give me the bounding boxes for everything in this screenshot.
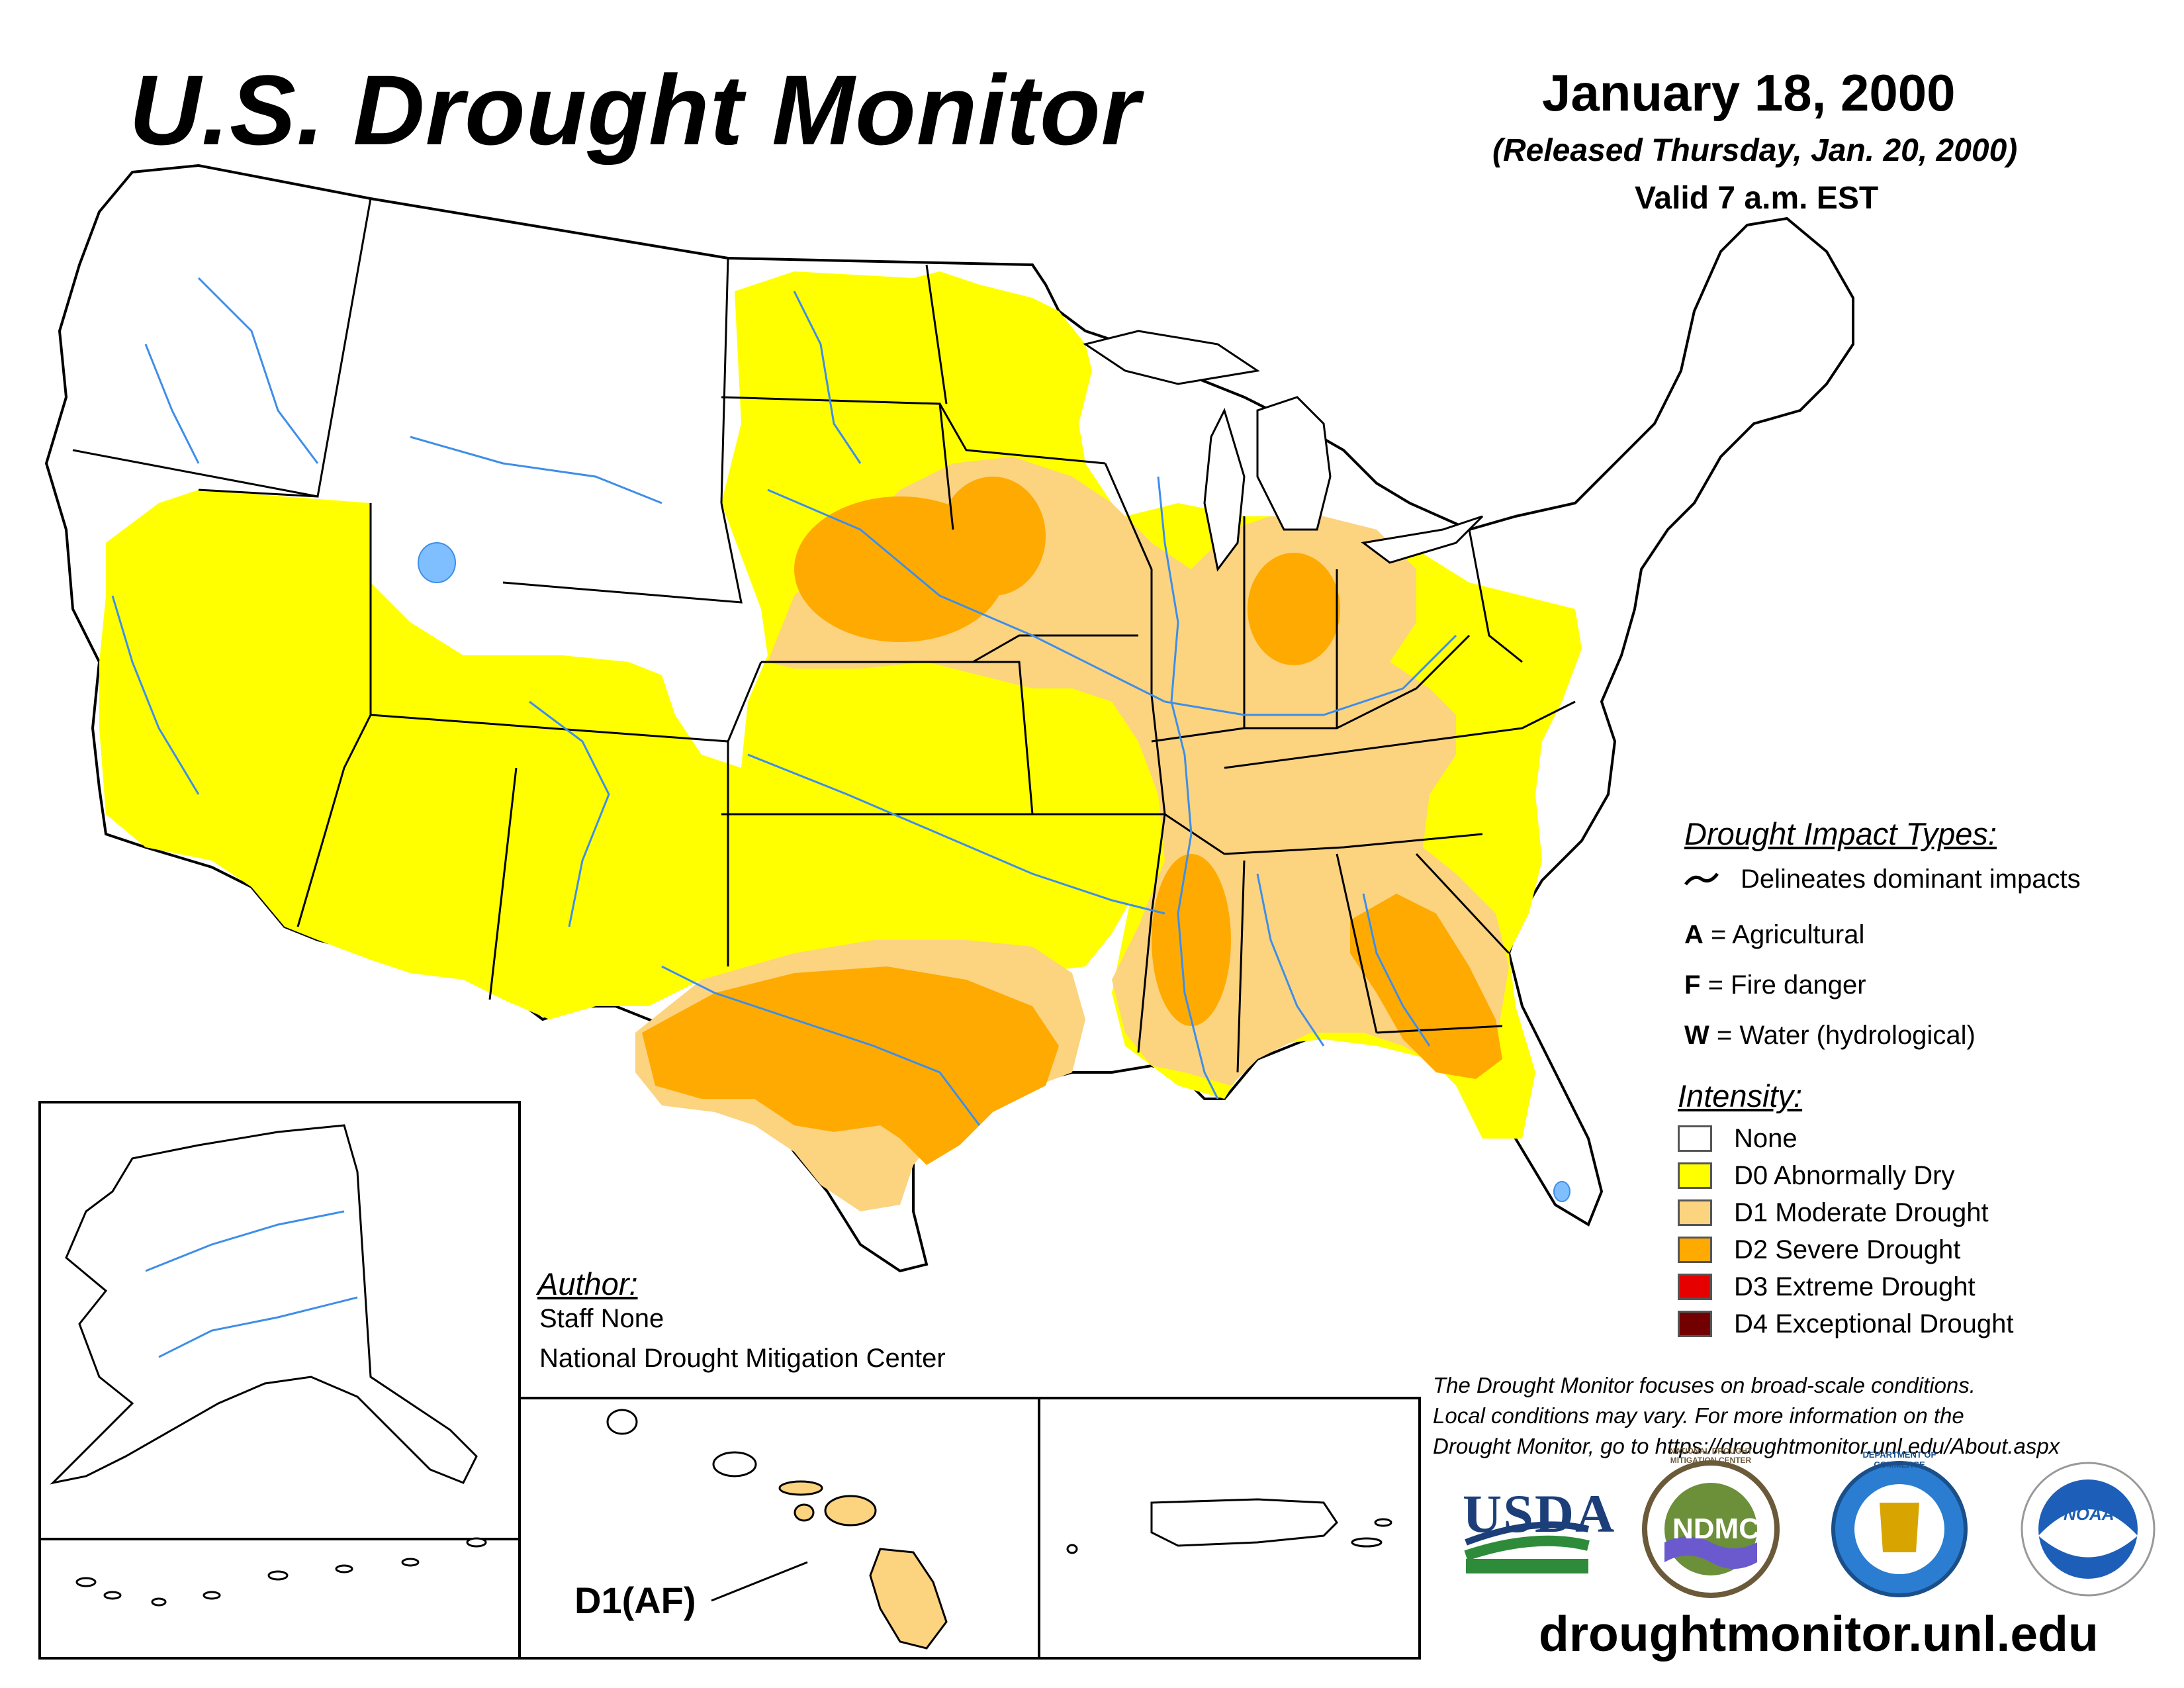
disclaimer-link-line[interactable]: Drought Monitor, go to https://droughtmo… — [1433, 1434, 2060, 1458]
swatch-d2 — [1678, 1237, 1712, 1263]
disclaimer-text: The Drought Monitor focuses on broad-sca… — [1433, 1370, 2161, 1462]
hawaii-islands — [606, 1409, 948, 1650]
department-of-commerce-logo — [1831, 1461, 1968, 1597]
alaska-shape — [50, 1124, 478, 1485]
d2-region-georgia — [1350, 894, 1502, 1079]
author-name: Staff None — [539, 1304, 664, 1333]
molokai — [778, 1480, 823, 1496]
intensity-d2-label: D2 Severe Drought — [1734, 1235, 1961, 1264]
impact-water: W = Water (hydrological) — [1684, 1021, 1976, 1050]
great-lakes — [1083, 330, 1484, 572]
impact-line-label: Delineates dominant impacts — [1741, 865, 2081, 894]
swatch-d0 — [1678, 1162, 1712, 1189]
big-island — [869, 1548, 948, 1650]
d0-region-west — [99, 271, 1231, 1019]
maui — [824, 1495, 877, 1526]
intensity-d1-label: D1 Moderate Drought — [1734, 1198, 1989, 1227]
kauai — [606, 1409, 638, 1435]
hawaii-drought-label: D1(AF) — [574, 1579, 696, 1621]
author-heading: Author: — [537, 1266, 638, 1301]
intensity-none-label: None — [1734, 1124, 1797, 1153]
disclaimer-line: The Drought Monitor focuses on broad-sca… — [1433, 1373, 1976, 1397]
valid-time: Valid 7 a.m. EST — [1635, 181, 1879, 216]
swatch-d4 — [1678, 1311, 1712, 1337]
aleutian-islands — [75, 1537, 487, 1607]
state-borders — [72, 198, 1576, 1073]
usda-logo — [1464, 1521, 1590, 1573]
ndmc-logo-text: NDMC — [1672, 1513, 1760, 1545]
ndmc-logo — [1642, 1460, 1780, 1598]
map-date: January 18, 2000 — [1542, 64, 1956, 122]
impact-agricultural: A = Agricultural — [1684, 920, 1865, 949]
noaa-logo-text: NOAA — [2064, 1504, 2115, 1524]
hawaii-label-leader — [711, 1561, 808, 1602]
oahu — [712, 1451, 757, 1477]
intensity-d3-label: D3 Extreme Drought — [1734, 1272, 1976, 1301]
impact-line-symbol — [1684, 872, 1719, 886]
great-salt-lake — [418, 542, 456, 583]
intensity-d4-label: D4 Exceptional Drought — [1734, 1309, 2014, 1338]
intensity-heading: Intensity: — [1678, 1078, 1803, 1113]
disclaimer-line: Local conditions may vary. For more info… — [1433, 1403, 1964, 1428]
swatch-d3 — [1678, 1274, 1712, 1300]
alaska-rivers — [145, 1210, 358, 1358]
noaa-logo — [2021, 1462, 2156, 1597]
website-link[interactable]: droughtmonitor.unl.edu — [1539, 1606, 2099, 1662]
d2-region-mississippi — [1152, 854, 1231, 1026]
d2-region-texas — [642, 966, 1059, 1165]
d2-region-indiana — [1248, 553, 1340, 665]
impact-fire: F = Fire danger — [1684, 970, 1866, 1000]
swatch-none — [1678, 1125, 1712, 1152]
rivers — [111, 277, 1457, 1126]
impact-types-heading: Drought Impact Types: — [1684, 816, 1997, 851]
author-organization: National Drought Mitigation Center — [539, 1344, 946, 1373]
intensity-d0-label: D0 Abnormally Dry — [1734, 1161, 1955, 1190]
hawaii-inset-frame — [518, 1397, 1040, 1660]
lanai — [794, 1503, 815, 1522]
swatch-d1 — [1678, 1199, 1712, 1226]
lake-okeechobee — [1553, 1181, 1570, 1202]
usda-logo-text: USDA — [1463, 1483, 1616, 1544]
release-date: (Released Thursday, Jan. 20, 2000) — [1492, 133, 2018, 168]
map-title: U.S. Drought Monitor — [129, 54, 1141, 165]
d2-region-iowa — [940, 477, 1046, 596]
ndmc-ring-text: NATIONAL DROUGHT MITIGATION CENTER — [1669, 1446, 1752, 1465]
doc-ring-text: DEPARTMENT OF COMMERCE — [1862, 1450, 1936, 1470]
puerto-rico-shape — [1150, 1498, 1338, 1547]
